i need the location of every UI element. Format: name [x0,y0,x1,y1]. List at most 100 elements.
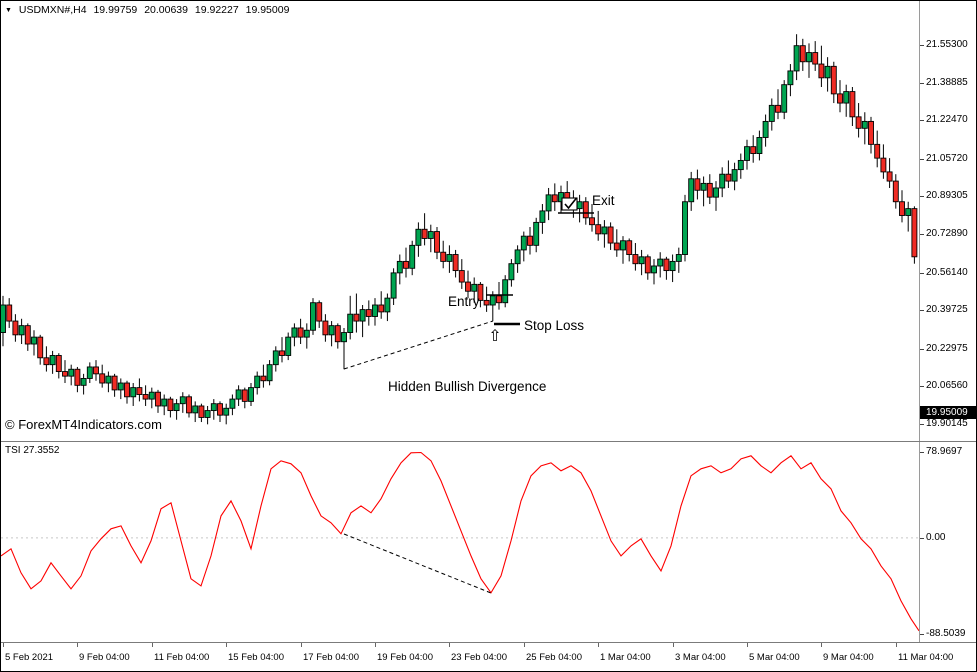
candle-bear [260,375,267,382]
candle-bull [520,235,527,251]
candle-bear [458,270,465,283]
candle-bull [49,355,56,366]
candle-bull [248,387,254,402]
candle-bull [713,187,719,198]
exit-label[interactable]: Exit [592,193,615,208]
candle-bull [266,364,273,382]
candle-bear [99,373,106,384]
candle-bull [341,332,347,343]
time-tick [77,643,78,647]
candle-bull [669,260,676,272]
time-tick [152,643,153,647]
panel-separator[interactable] [1,441,976,442]
time-tick [375,643,376,647]
candle-bull [235,389,242,400]
candle-bull [576,201,583,210]
candle-bull [514,249,521,265]
candle-bear [93,366,99,375]
candle-bear [911,208,918,258]
time-tick [598,643,599,647]
divergence-trendline-tsi[interactable] [343,533,492,594]
tsi-tick [920,538,924,539]
price-tick-label: 19.90145 [926,418,968,429]
tsi-tick-label: -88.5039 [926,628,966,639]
candlestick-chart[interactable]: Entry ⇧ Stop Loss Exit Hidden Bullish Diverg… [1,1,920,442]
watermark-text: © ForexMT4Indicators.com [5,417,162,432]
price-tick [920,159,924,160]
candle-bull [762,120,769,138]
divergence-label[interactable]: Hidden Bullish Divergence [388,379,546,394]
candle-bull [86,366,93,379]
candle-bull [372,304,378,317]
entry-arrow-icon[interactable]: ⇧ [488,326,501,345]
divergence-trendline-price[interactable] [343,320,494,370]
candle-bull [601,226,608,235]
candle-bull [731,169,738,182]
candle-bull [18,325,25,336]
candle-bull [682,201,688,255]
time-axis[interactable]: 5 Feb 2021 9 Feb 04:00 11 Feb 04:00 15 Feb … [1,643,976,671]
candle-bull [861,120,868,129]
candle-bear [297,327,304,338]
price-tick-label: 20.72890 [926,228,968,239]
symbol-label: USDMXN#,H4 [18,4,87,16]
candle-bull [390,272,397,299]
candle-bear [613,242,620,251]
candle-bear [706,182,713,198]
price-tick-label: 20.06560 [926,380,968,391]
candle-bear [186,396,192,414]
candle-bear [632,254,639,265]
candle-bear [365,309,372,317]
time-tick-label: 15 Feb 04:00 [228,652,284,663]
price-tick [920,424,924,425]
exit-checkbox-icon[interactable] [561,197,578,211]
time-tick [673,643,674,647]
candle-bull [744,146,750,161]
tsi-tick-label: 0.00 [926,532,946,543]
candle-bull [806,52,812,63]
time-tick [226,643,227,647]
candle-bear [830,65,837,95]
stop-loss-label[interactable]: Stop Loss [524,318,584,333]
candle-bull [80,377,87,386]
price-tick-label: 21.05720 [926,153,968,164]
price-scale[interactable]: 19.95009 21.55300 21.38885 21.22470 21.0572… [920,1,976,441]
price-tick [920,273,924,274]
candle-bear [378,304,385,313]
candle-bull [210,403,217,412]
tsi-indicator-chart[interactable] [1,442,920,642]
candle-bull [161,398,168,407]
candle-bear [483,299,490,306]
price-tick [920,349,924,350]
candle-bull [291,327,298,338]
candle-bear [142,394,149,400]
indicator-header: TSI 27.3552 [5,445,60,456]
indicator-scale[interactable]: 78.9697 0.00 -88.5039 [920,442,976,642]
entry-label[interactable]: Entry [448,294,480,309]
time-tick-label: 9 Feb 04:00 [79,652,130,663]
candle-bull [31,336,37,345]
candle-bull [502,279,509,304]
candle-bull [905,208,912,216]
candle-bear [818,63,825,79]
candle-bull [223,407,230,416]
candle-bear [37,336,44,359]
candle-bear [799,45,806,63]
price-tick [920,83,924,84]
candle-bear [43,357,50,366]
candle-bear [452,254,459,272]
candle-bear [24,325,31,345]
price-tick-label: 20.89305 [926,190,968,201]
candle-bear [855,116,862,129]
candle-bull [192,405,199,414]
chart-ohlc-header: ▼ USDMXN#,H4 19.99759 20.00639 19.92227 … [5,4,293,16]
candle-bear [812,52,819,65]
price-tick [920,45,924,46]
price-tick [920,196,924,197]
candle-bull [396,260,403,274]
candle-bull [700,182,707,191]
time-tick-label: 11 Feb 04:00 [154,652,210,663]
candle-bear [626,240,633,255]
candle-bear [434,231,440,253]
candle-bull [675,254,682,262]
